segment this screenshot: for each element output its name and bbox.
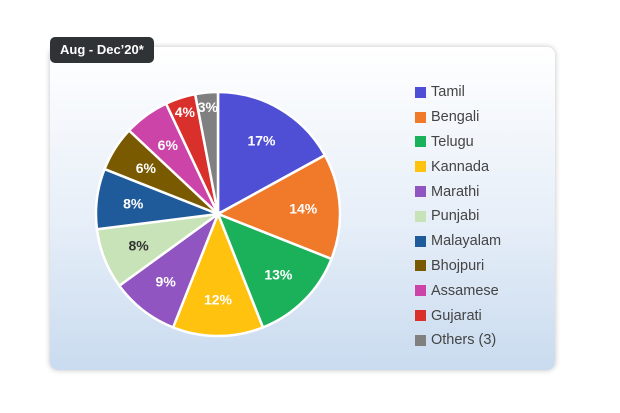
legend-item: Malayalam: [415, 229, 501, 254]
legend-swatch: [415, 186, 426, 198]
legend-swatch: [415, 334, 426, 346]
pie-slice-kannada: [171, 210, 265, 338]
legend-label: Gujarati: [431, 307, 482, 324]
legend-swatch: [415, 161, 426, 173]
data-label: 8%: [123, 195, 144, 211]
legend-label: Assamese: [431, 282, 499, 299]
data-label: 12%: [204, 291, 233, 307]
pie-slice-bengali: [215, 153, 342, 261]
legend-item: Assamese: [415, 278, 501, 303]
legend-item: Bengali: [415, 105, 501, 130]
data-label: 14%: [289, 201, 318, 217]
data-label: 6%: [136, 160, 157, 176]
legend-item: Punjabi: [415, 204, 501, 229]
legend-item: Others (3): [415, 328, 501, 353]
data-label: 3%: [198, 99, 219, 115]
legend-label: Bengali: [431, 109, 480, 126]
data-label: 9%: [156, 273, 177, 289]
legend-label: Bhojpuri: [431, 257, 485, 274]
legend-swatch: [415, 235, 426, 247]
pie-slice-others-: [193, 90, 220, 215]
legend-item: Tamil: [415, 80, 501, 105]
data-label: 17%: [247, 132, 276, 148]
legend-swatch: [415, 86, 426, 98]
legend-label: Others (3): [431, 332, 497, 349]
data-label: 4%: [175, 104, 196, 120]
legend-item: Gujarati: [415, 303, 501, 328]
data-label: 8%: [128, 237, 149, 253]
legend-label: Punjabi: [431, 208, 480, 225]
legend-label: Marathi: [431, 183, 480, 200]
legend-item: Kannada: [415, 154, 501, 179]
legend-label: Telugu: [431, 133, 474, 150]
pie-slice-tamil: [216, 90, 327, 217]
legend-item: Bhojpuri: [415, 254, 501, 279]
data-label: 6%: [158, 137, 179, 153]
legend: Tamil Bengali Telugu Kannada Marathi Punjabi M…: [415, 80, 501, 353]
legend-label: Kannada: [431, 158, 490, 175]
chart-title: Aug - Dec’20*: [50, 37, 154, 63]
legend-swatch: [415, 210, 426, 222]
legend-swatch: [415, 285, 426, 297]
legend-swatch: [415, 310, 426, 322]
legend-swatch: [415, 111, 426, 123]
legend-swatch: [415, 260, 426, 272]
data-label: 13%: [264, 266, 293, 282]
legend-label: Tamil: [431, 84, 465, 101]
legend-swatch: [415, 136, 426, 148]
legend-label: Malayalam: [431, 233, 502, 250]
legend-item: Telugu: [415, 130, 501, 155]
legend-item: Marathi: [415, 179, 501, 204]
pie-slice-telugu: [215, 211, 334, 330]
